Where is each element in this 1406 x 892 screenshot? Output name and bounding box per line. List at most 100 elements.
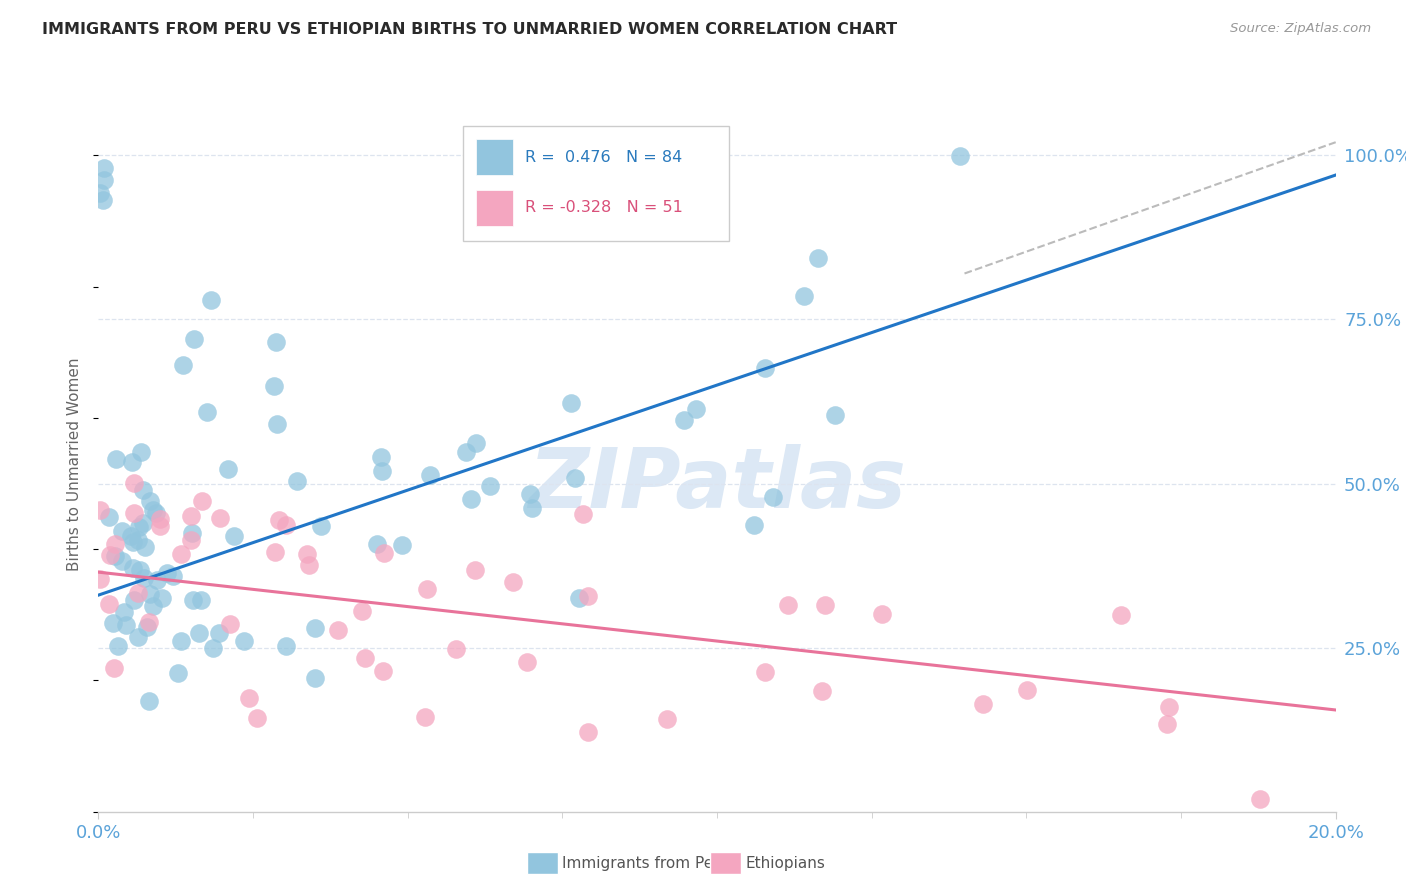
Point — [139, 494, 162, 508]
Point — [264, 545, 287, 559]
Point — [465, 435, 488, 450]
Point — [180, 533, 202, 548]
Point — [146, 573, 169, 587]
Point — [104, 549, 127, 563]
Point — [217, 461, 239, 475]
Point — [89, 503, 111, 517]
Point — [135, 620, 157, 634]
Point — [778, 599, 800, 613]
Point — [195, 404, 218, 418]
Point — [98, 598, 121, 612]
Point — [93, 194, 115, 208]
Point — [170, 547, 193, 561]
Point — [793, 289, 815, 303]
Point — [121, 561, 143, 575]
Point — [127, 533, 149, 547]
Point — [304, 621, 326, 635]
Point — [111, 554, 134, 568]
Point — [811, 684, 834, 698]
Point — [949, 149, 972, 163]
Point — [180, 525, 202, 540]
Point — [162, 569, 184, 583]
Point — [128, 520, 150, 534]
Point — [657, 712, 679, 726]
Text: IMMIGRANTS FROM PERU VS ETHIOPIAN BIRTHS TO UNMARRIED WOMEN CORRELATION CHART: IMMIGRANTS FROM PERU VS ETHIOPIAN BIRTHS… — [42, 22, 897, 37]
Point — [104, 537, 127, 551]
Point — [122, 506, 145, 520]
Point — [112, 605, 135, 619]
Point — [132, 571, 155, 585]
Point — [267, 513, 290, 527]
Point — [295, 547, 318, 561]
Bar — [475, 139, 513, 175]
Point — [502, 575, 524, 590]
Point — [522, 501, 544, 516]
Point — [93, 173, 115, 187]
Point — [515, 655, 537, 669]
Text: Ethiopians: Ethiopians — [745, 856, 825, 871]
Point — [872, 607, 894, 622]
Point — [370, 464, 392, 478]
Point — [190, 593, 212, 607]
Point — [180, 509, 202, 524]
Point — [246, 711, 269, 725]
Point — [413, 710, 436, 724]
Point — [149, 518, 172, 533]
Point — [208, 626, 231, 640]
Point — [208, 511, 231, 525]
FancyBboxPatch shape — [464, 127, 730, 241]
Point — [129, 445, 152, 459]
Point — [181, 592, 204, 607]
Point — [138, 615, 160, 629]
Point — [107, 639, 129, 653]
Point — [105, 451, 128, 466]
Point — [232, 634, 254, 648]
Bar — [475, 190, 513, 226]
Point — [754, 360, 776, 375]
Point — [155, 566, 177, 580]
Point — [122, 476, 145, 491]
Point — [139, 587, 162, 601]
Point — [187, 626, 209, 640]
Point — [266, 417, 288, 431]
Point — [150, 591, 173, 606]
Point — [1015, 683, 1038, 698]
Point — [120, 529, 142, 543]
Point — [564, 470, 586, 484]
Point — [576, 589, 599, 603]
Point — [201, 641, 224, 656]
Point — [744, 518, 766, 533]
Point — [824, 409, 846, 423]
Point — [266, 334, 288, 349]
Point — [263, 379, 285, 393]
Point — [172, 359, 194, 373]
Point — [807, 251, 830, 265]
Point — [685, 401, 707, 416]
Point — [1156, 717, 1178, 731]
Point — [142, 599, 165, 613]
Point — [373, 546, 395, 560]
Point — [416, 582, 439, 596]
Point — [754, 665, 776, 679]
Point — [814, 598, 837, 612]
Point — [576, 725, 599, 739]
Point — [1249, 791, 1271, 805]
Point — [127, 630, 149, 644]
Point — [460, 492, 482, 507]
Point — [391, 538, 413, 552]
Point — [132, 483, 155, 497]
Point — [328, 623, 350, 637]
Point — [169, 634, 191, 648]
Point — [200, 293, 222, 307]
Point — [93, 161, 115, 175]
Point — [238, 691, 260, 706]
Point — [122, 534, 145, 549]
Point — [560, 395, 582, 409]
Point — [98, 510, 121, 524]
Point — [132, 516, 155, 530]
Point — [190, 494, 212, 508]
Point — [222, 529, 245, 543]
Point — [274, 639, 297, 653]
Point — [111, 524, 134, 539]
Point — [219, 616, 242, 631]
